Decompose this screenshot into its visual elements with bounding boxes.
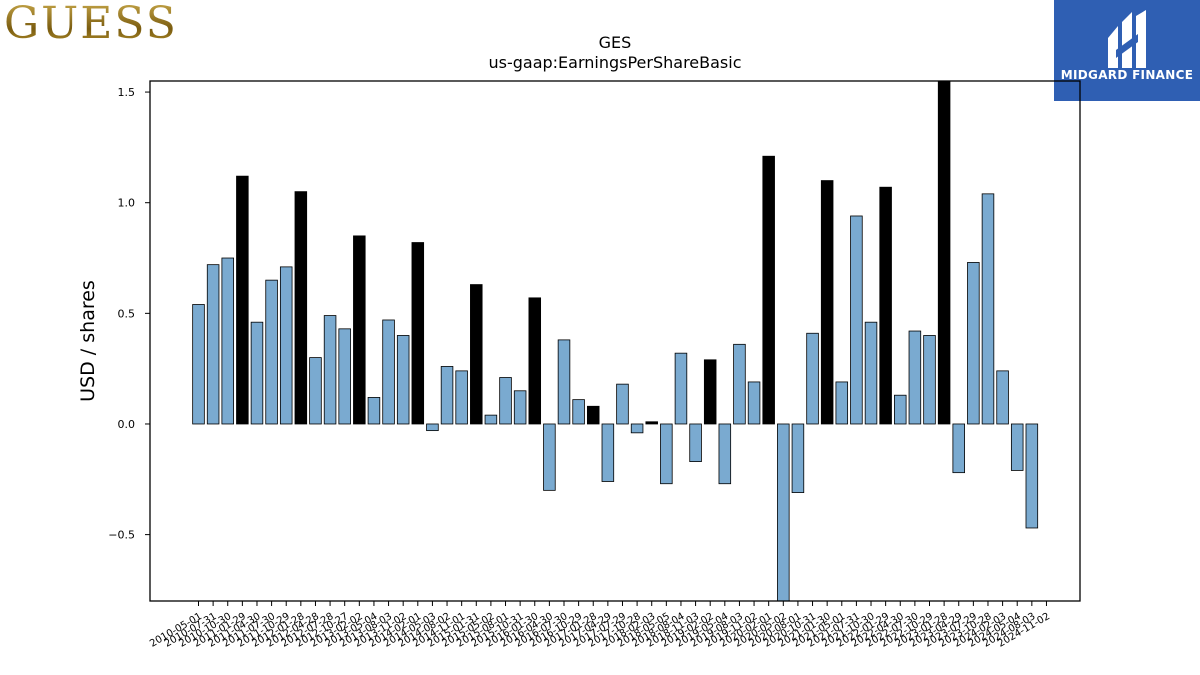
bar-2010-05-01 bbox=[192, 304, 205, 425]
y-tick-label: 1.5 bbox=[118, 86, 136, 99]
bar-2010-10-30 bbox=[221, 257, 234, 425]
y-tick-label: 0.0 bbox=[118, 418, 136, 431]
bar-2010-07-31 bbox=[206, 264, 220, 425]
bar-2012-10-27 bbox=[338, 328, 351, 425]
bar-2014-11-01 bbox=[455, 370, 468, 425]
bar-2012-04-28 bbox=[309, 357, 322, 425]
bar-2023-01-28 bbox=[937, 80, 951, 425]
bar-2022-07-30 bbox=[908, 330, 922, 425]
bar-2013-08-03 bbox=[382, 319, 395, 425]
bar-2013-11-02 bbox=[396, 335, 410, 425]
bar-2016-04-30 bbox=[543, 423, 556, 491]
bar-2011-07-30 bbox=[265, 279, 278, 425]
x-axis: 2010-05-012010-07-312010-10-302011-01-29… bbox=[148, 601, 1052, 650]
bar-2016-01-30 bbox=[528, 297, 542, 425]
bar-2014-08-02 bbox=[440, 366, 454, 425]
bar-2016-10-29 bbox=[572, 399, 585, 425]
bar-2012-07-28 bbox=[323, 315, 337, 425]
y-axis: −0.5 0.0 0.5 1.0 1.5 bbox=[108, 86, 150, 542]
bar-2023-10-28 bbox=[981, 193, 995, 425]
midgard-logo-text: MIDGARD FINANCE bbox=[1060, 68, 1194, 82]
bar-2015-05-02 bbox=[484, 414, 498, 425]
bar-2017-04-29 bbox=[601, 423, 615, 482]
bar-2024-08-03 bbox=[1025, 423, 1039, 529]
bar-2022-01-29 bbox=[879, 186, 892, 425]
bar-2015-08-01 bbox=[499, 377, 512, 425]
bar-2014-02-01 bbox=[411, 242, 425, 425]
bar-2018-08-04 bbox=[674, 352, 688, 425]
bar-2012-01-28 bbox=[294, 191, 308, 425]
bar-2011-01-29 bbox=[236, 175, 249, 425]
bar-2021-07-31 bbox=[850, 215, 863, 425]
bar-2023-04-29 bbox=[952, 423, 965, 474]
y-tick-label: 1.0 bbox=[118, 197, 136, 210]
bar-2014-05-03 bbox=[426, 423, 439, 432]
bar-2016-07-30 bbox=[557, 339, 571, 425]
bar-2022-04-30 bbox=[894, 394, 907, 425]
bar-2017-01-28 bbox=[586, 405, 600, 425]
bar-2015-10-31 bbox=[513, 390, 527, 425]
bar-2023-07-29 bbox=[967, 262, 980, 425]
bar-2020-10-31 bbox=[806, 332, 819, 425]
bar-2013-02-02 bbox=[353, 235, 366, 425]
bars-group bbox=[192, 80, 1039, 602]
bar-2019-05-04 bbox=[718, 423, 732, 485]
plot-frame bbox=[149, 80, 1081, 602]
bar-2020-02-01 bbox=[762, 155, 775, 425]
bar-2022-10-29 bbox=[923, 335, 936, 425]
guess-logo: GUESS bbox=[4, 0, 178, 49]
bar-2021-01-30 bbox=[820, 180, 834, 425]
midgard-finance-logo: MIDGARD FINANCE bbox=[1054, 0, 1200, 101]
bar-2019-02-02 bbox=[703, 359, 717, 425]
bar-2013-05-04 bbox=[367, 397, 381, 425]
chart-subtitle: us-gaap:EarningsPerShareBasic bbox=[488, 53, 741, 72]
bar-2019-11-02 bbox=[747, 381, 761, 425]
bar-2019-08-03 bbox=[733, 343, 746, 425]
y-tick-label: −0.5 bbox=[108, 529, 135, 542]
bar-2024-05-04 bbox=[1010, 423, 1024, 471]
bar-2020-05-02 bbox=[777, 423, 790, 602]
bar-2017-10-28 bbox=[630, 423, 644, 434]
bar-2018-02-03 bbox=[645, 421, 658, 425]
bar-2018-05-05 bbox=[660, 423, 673, 485]
bar-2020-08-01 bbox=[791, 423, 805, 493]
bar-2011-04-30 bbox=[250, 321, 264, 425]
bar-2017-07-29 bbox=[616, 383, 629, 425]
bar-2024-02-03 bbox=[996, 370, 1009, 425]
y-tick-label: 0.5 bbox=[118, 307, 136, 320]
bar-2021-10-30 bbox=[864, 321, 878, 425]
bar-2015-01-31 bbox=[470, 284, 483, 425]
bar-2018-11-03 bbox=[689, 423, 702, 463]
bar-2011-10-29 bbox=[279, 266, 293, 425]
midgard-logo-icon bbox=[1108, 10, 1146, 68]
chart-title: GES bbox=[599, 33, 632, 52]
y-axis-label: USD / shares bbox=[77, 280, 99, 402]
bar-2021-05-01 bbox=[835, 381, 849, 425]
